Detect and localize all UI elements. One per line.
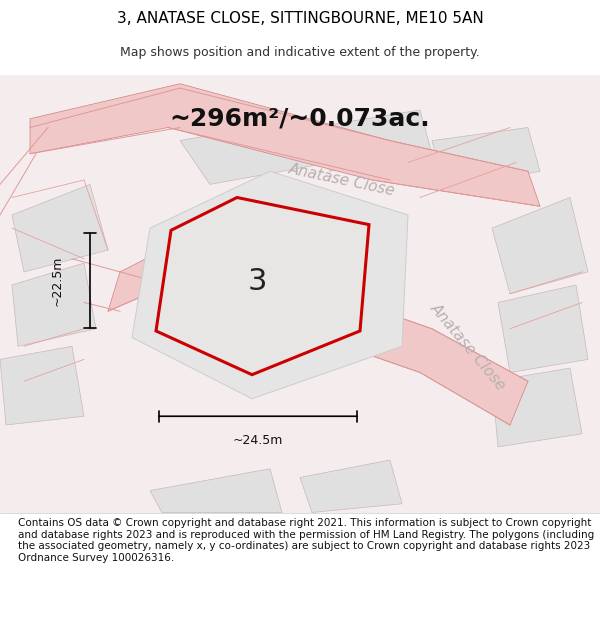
Polygon shape — [150, 469, 282, 512]
Polygon shape — [12, 263, 96, 346]
Polygon shape — [12, 184, 108, 272]
Polygon shape — [0, 346, 84, 425]
Text: 3, ANATASE CLOSE, SITTINGBOURNE, ME10 5AN: 3, ANATASE CLOSE, SITTINGBOURNE, ME10 5A… — [116, 11, 484, 26]
Text: ~296m²/~0.073ac.: ~296m²/~0.073ac. — [170, 107, 430, 131]
Polygon shape — [312, 110, 432, 171]
Polygon shape — [180, 119, 330, 184]
Polygon shape — [108, 241, 528, 425]
Polygon shape — [30, 84, 540, 206]
Polygon shape — [498, 285, 588, 372]
Text: ~24.5m: ~24.5m — [233, 434, 283, 447]
Polygon shape — [492, 198, 588, 294]
Text: Anatase Close: Anatase Close — [427, 300, 509, 392]
Polygon shape — [300, 460, 402, 512]
Text: Anatase Close: Anatase Close — [287, 161, 397, 199]
Text: Map shows position and indicative extent of the property.: Map shows position and indicative extent… — [120, 46, 480, 59]
Polygon shape — [132, 171, 408, 399]
FancyBboxPatch shape — [0, 75, 600, 512]
Text: ~22.5m: ~22.5m — [50, 256, 64, 306]
Polygon shape — [492, 368, 582, 447]
Polygon shape — [432, 127, 540, 189]
Text: Contains OS data © Crown copyright and database right 2021. This information is : Contains OS data © Crown copyright and d… — [18, 518, 594, 563]
Polygon shape — [156, 198, 369, 375]
Text: 3: 3 — [248, 267, 267, 296]
